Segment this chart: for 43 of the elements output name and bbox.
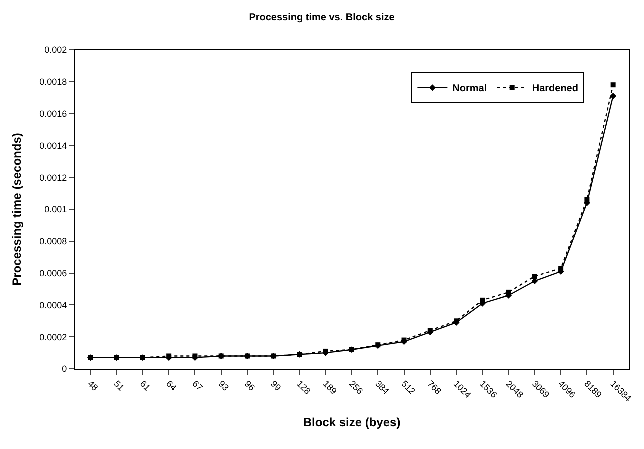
x-tick-label: 64 <box>164 378 179 393</box>
y-axis-title: Processing time (seconds) <box>10 133 24 286</box>
x-tick-label: 67 <box>190 378 205 393</box>
chart-title: Processing time vs. Block size <box>249 12 396 24</box>
point <box>506 290 512 295</box>
point <box>166 354 172 359</box>
x-tick-label: 51 <box>112 378 126 393</box>
point <box>532 274 538 279</box>
y-tick-label: 0.0014 <box>40 140 68 151</box>
point <box>323 348 328 354</box>
y-tick-label: 0.0018 <box>40 77 68 88</box>
legend-label: Normal <box>452 84 488 95</box>
y-tick-label: 0.0012 <box>40 172 68 183</box>
point <box>610 93 617 100</box>
point <box>532 278 538 285</box>
x-tick-label: 512 <box>400 378 418 397</box>
x-tick-label: 256 <box>347 378 366 397</box>
point <box>480 298 486 303</box>
x-tick-label: 61 <box>138 378 152 393</box>
point <box>192 354 198 359</box>
point <box>428 328 433 334</box>
point <box>402 338 407 343</box>
point <box>610 82 616 88</box>
y-tick-label: 0 <box>62 364 68 374</box>
x-axis-title: Block size (byes) <box>303 415 401 430</box>
y-tick-label: 0.0016 <box>40 108 68 119</box>
x-tick-label: 128 <box>295 378 313 397</box>
legend-label: Hardened <box>532 84 578 95</box>
y-tick-label: 0.002 <box>44 45 68 56</box>
x-tick-label: 189 <box>321 378 339 397</box>
x-tick-label: 99 <box>269 378 284 393</box>
y-tick-label: 0.0002 <box>40 332 68 342</box>
y-tick-label: 0.0006 <box>40 268 68 278</box>
y-tick-label: 0.0004 <box>40 300 68 310</box>
y-tick-label: 0.0008 <box>40 236 68 247</box>
point <box>558 266 564 272</box>
x-tick-label: 384 <box>374 378 392 397</box>
x-tick-label: 93 <box>216 378 231 393</box>
point <box>584 197 590 202</box>
x-tick-label: 96 <box>242 378 258 393</box>
y-tick-label: 0.001 <box>44 204 68 215</box>
x-tick-label: 48 <box>86 378 100 393</box>
x-tick-label: 768 <box>426 378 444 397</box>
